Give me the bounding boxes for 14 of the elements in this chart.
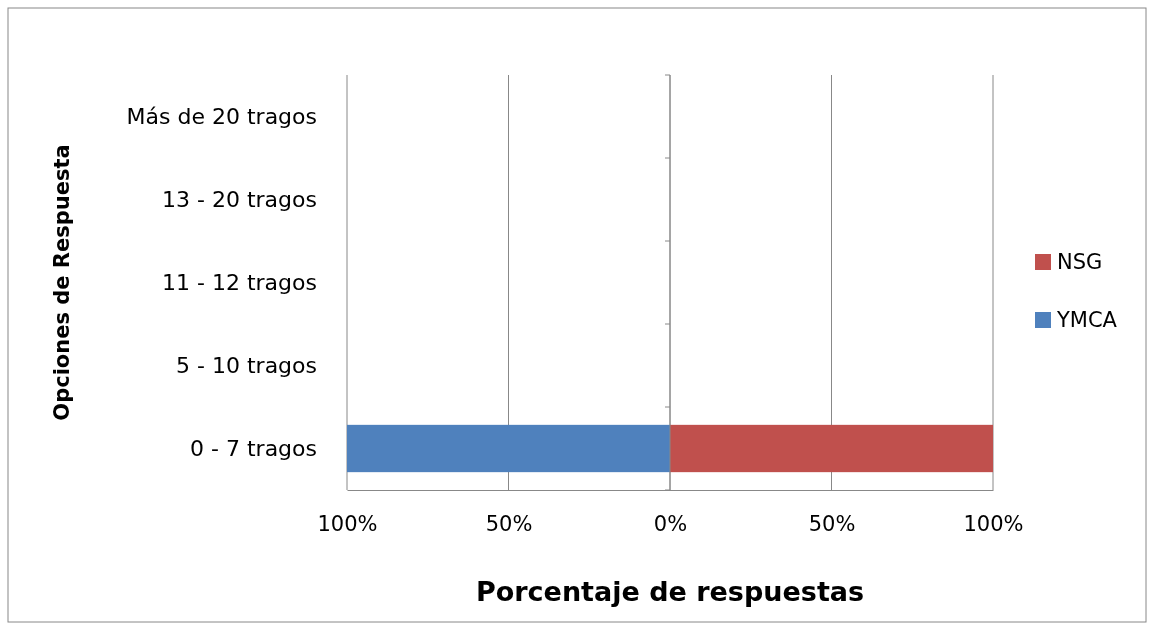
y-axis-title: Opciones de Respuesta xyxy=(50,144,74,421)
legend-label: YMCA xyxy=(1056,308,1118,333)
y-tick-label: 13 - 20 tragos xyxy=(162,187,317,213)
y-tick-label: 11 - 12 tragos xyxy=(162,270,317,296)
x-tick-label: 50% xyxy=(485,511,533,536)
x-axis-title: Porcentaje de respuestas xyxy=(475,576,865,607)
x-tick-label: 100% xyxy=(963,511,1024,536)
y-tick-label: Más de 20 tragos xyxy=(126,104,317,130)
x-tick-label: 100% xyxy=(317,511,378,536)
legend-label: NSG xyxy=(1057,250,1103,275)
x-tick-label: 0% xyxy=(653,511,688,536)
x-tick-label: 50% xyxy=(808,511,856,536)
y-tick-label: 0 - 7 tragos xyxy=(190,436,317,462)
y-tick-label: 5 - 10 tragos xyxy=(176,353,317,379)
